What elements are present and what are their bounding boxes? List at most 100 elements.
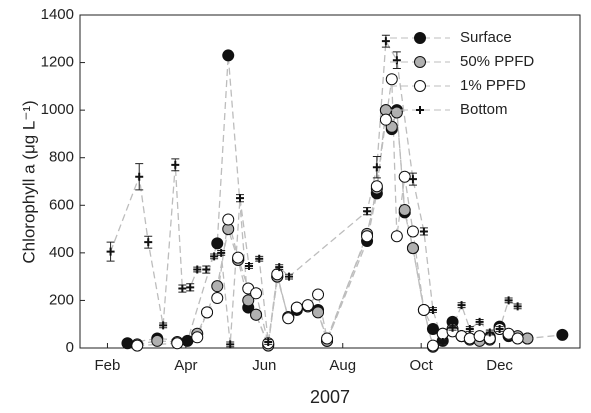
marker: [419, 227, 428, 236]
marker: [250, 287, 263, 300]
marker: [428, 305, 437, 314]
legend-label: Bottom: [460, 101, 508, 118]
y-tick-label: 1200: [41, 54, 74, 71]
marker: [398, 170, 411, 183]
marker: [202, 265, 211, 274]
y-tick-label: 200: [49, 291, 74, 308]
marker: [406, 242, 419, 255]
marker: [398, 204, 411, 217]
plot-area: 0 200 400 600 800 1000 1200 1400 Feb Apr Jun Aug Oct…: [41, 6, 581, 374]
marker: [290, 301, 303, 314]
series-line: [127, 55, 563, 347]
marker: [201, 306, 214, 319]
marker: [151, 334, 164, 347]
x-tick-label: Feb: [95, 357, 121, 374]
marker: [211, 292, 224, 305]
marker: [361, 230, 374, 243]
marker: [250, 308, 263, 321]
x-tick-label: Aug: [329, 357, 356, 374]
marker: [448, 323, 457, 332]
marker: [282, 312, 295, 325]
y-tick-label: 1000: [41, 101, 74, 118]
marker: [186, 283, 195, 292]
x-axis-label: 2007: [310, 387, 350, 407]
y-tick-label: 800: [49, 149, 74, 166]
marker: [390, 106, 403, 119]
marker: [436, 327, 449, 340]
marker: [495, 324, 504, 333]
series-line: [137, 109, 528, 349]
marker: [222, 213, 235, 226]
marker: [106, 247, 115, 256]
y-axis-label: Chlorophyll a (μg L⁻¹): [19, 100, 38, 263]
y-tick-label: 0: [66, 339, 74, 356]
marker: [131, 339, 144, 352]
marker: [556, 328, 569, 341]
marker: [275, 263, 284, 272]
marker: [245, 261, 254, 270]
x-tick-label: Oct: [410, 357, 434, 374]
marker: [381, 37, 390, 46]
legend-marker: [416, 106, 424, 114]
marker: [321, 332, 334, 345]
marker: [255, 254, 264, 263]
marker: [159, 321, 168, 330]
marker: [485, 328, 494, 337]
marker: [264, 338, 273, 347]
y-tick-label: 600: [49, 196, 74, 213]
marker: [301, 299, 314, 312]
marker: [285, 272, 294, 281]
marker: [370, 180, 383, 193]
marker: [171, 337, 184, 350]
axis-frame: [79, 14, 581, 349]
marker: [271, 268, 284, 281]
marker: [463, 332, 476, 345]
marker: [191, 331, 204, 344]
marker: [210, 252, 219, 261]
marker: [385, 73, 398, 86]
marker: [426, 322, 439, 335]
marker: [390, 230, 403, 243]
marker: [408, 175, 417, 184]
marker: [135, 172, 144, 181]
marker: [121, 337, 134, 350]
marker: [211, 280, 224, 293]
marker: [473, 330, 486, 343]
marker: [438, 338, 447, 347]
marker: [511, 332, 524, 345]
marker: [178, 284, 187, 293]
marker: [417, 303, 430, 316]
x-tick-label: Jun: [252, 357, 276, 374]
legend-marker: [414, 80, 426, 92]
marker: [242, 294, 255, 307]
legend-marker: [414, 32, 426, 44]
marker: [312, 306, 325, 319]
x-tick-label: Dec: [486, 357, 513, 374]
marker: [513, 302, 522, 311]
x-tick-label: Apr: [174, 357, 197, 374]
marker: [171, 160, 180, 169]
marker: [226, 340, 235, 349]
marker: [144, 238, 153, 247]
marker: [406, 225, 419, 238]
marker: [392, 56, 401, 65]
legend-label: 50% PPFD: [460, 53, 534, 70]
marker: [222, 49, 235, 62]
marker: [465, 324, 474, 333]
marker: [193, 265, 202, 274]
marker: [232, 251, 245, 264]
marker: [312, 288, 325, 301]
marker: [211, 237, 224, 250]
y-tick-label: 400: [49, 244, 74, 261]
marker: [236, 194, 244, 203]
legend-marker: [414, 56, 426, 68]
marker: [504, 296, 513, 305]
marker: [363, 207, 372, 216]
legend-label: 1% PPFD: [460, 77, 526, 94]
marker: [372, 163, 381, 172]
marker: [475, 317, 484, 326]
legend-label: Surface: [460, 29, 512, 46]
y-tick-label: 1400: [41, 6, 74, 23]
marker: [457, 301, 466, 310]
